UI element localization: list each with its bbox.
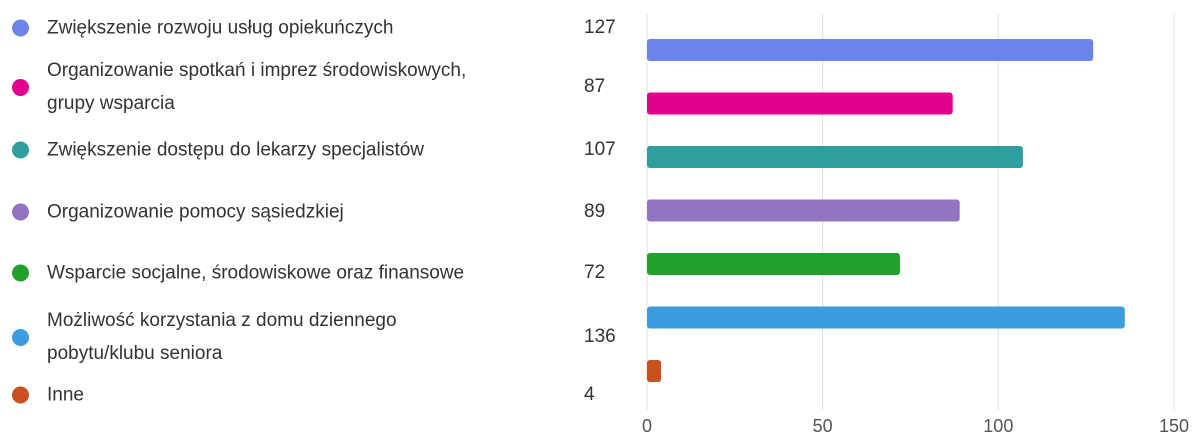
value-label: 72 <box>584 262 606 283</box>
bar <box>647 253 900 275</box>
x-tick-label: 100 <box>983 416 1013 436</box>
legend-marker <box>12 141 29 159</box>
x-tick-label: 0 <box>642 416 652 436</box>
value-label: 4 <box>584 384 595 405</box>
value-label: 136 <box>584 326 616 347</box>
legend-item: Wsparcie socjalne, środowiskowe oraz fin… <box>12 257 482 290</box>
legend-item: Inne <box>12 379 482 412</box>
legend-item: Zwiększenie rozwoju usług opiekuńczych <box>12 12 482 45</box>
legend-label: Inne <box>47 384 84 406</box>
bar <box>647 146 1023 168</box>
legend-label: Organizowanie pomocy sąsiedzkiej <box>47 201 344 223</box>
legend-item: Możliwość korzystania z domu dziennego p… <box>12 304 482 370</box>
value-label: 107 <box>584 139 616 160</box>
value-label: 87 <box>584 76 606 97</box>
bar <box>647 199 960 222</box>
legend-marker <box>12 203 29 221</box>
legend-label: Możliwość korzystania z domu dziennego p… <box>47 310 397 364</box>
legend-label: Zwiększenie dostępu do lekarzy specjalis… <box>47 139 425 161</box>
legend-label: Zwiększenie rozwoju usług opiekuńczych <box>47 17 394 39</box>
bar <box>647 39 1094 61</box>
bar <box>647 360 662 382</box>
legend-item: Organizowanie pomocy sąsiedzkiej <box>12 196 482 229</box>
legend-marker <box>12 19 29 37</box>
legend-label: Wsparcie socjalne, środowiskowe oraz fin… <box>47 262 465 284</box>
legend-label: Organizowanie spotkań i imprez środowisk… <box>47 60 467 114</box>
bar <box>647 92 953 115</box>
value-label: 127 <box>584 17 616 38</box>
legend-item: Zwiększenie dostępu do lekarzy specjalis… <box>12 134 482 167</box>
x-tick-label: 150 <box>1159 416 1189 436</box>
x-tick-label: 50 <box>813 416 833 436</box>
legend-marker <box>12 328 29 346</box>
bar <box>647 306 1125 329</box>
value-label: 89 <box>584 201 606 222</box>
legend-marker <box>12 78 29 96</box>
legend-item: Organizowanie spotkań i imprez środowisk… <box>12 54 482 120</box>
legend-marker <box>12 386 29 404</box>
legend-marker <box>12 264 29 282</box>
